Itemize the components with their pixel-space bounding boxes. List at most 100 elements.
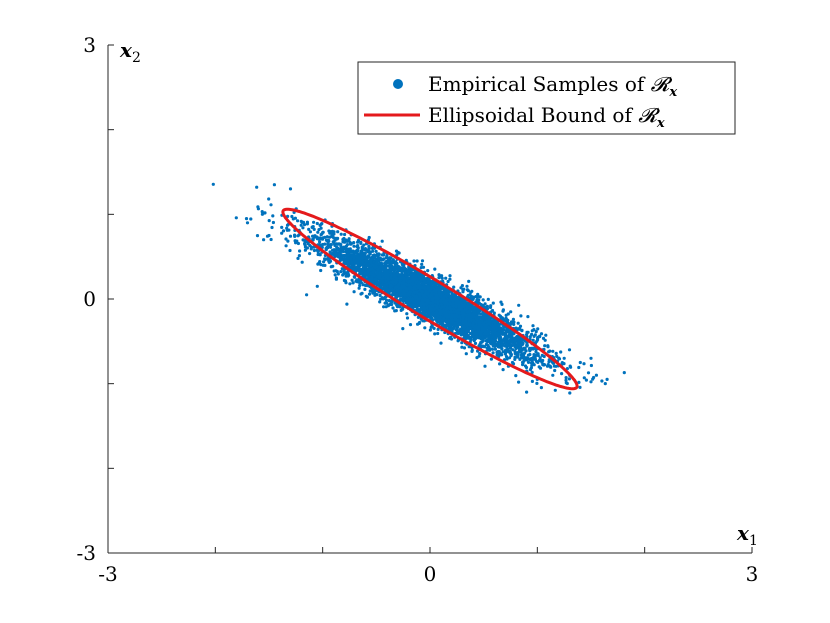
sample-point	[419, 277, 423, 282]
sample-point	[255, 234, 260, 238]
sample-point	[383, 263, 387, 267]
sample-point	[285, 228, 289, 232]
sample-point	[431, 301, 435, 305]
sample-point	[394, 309, 398, 313]
sample-point	[376, 256, 380, 260]
sample-point	[467, 319, 471, 323]
sample-point	[339, 232, 343, 236]
sample-point	[551, 349, 555, 353]
sample-point	[460, 341, 464, 345]
sample-point	[369, 259, 373, 263]
sample-point	[323, 263, 327, 267]
sample-point	[519, 314, 523, 318]
sample-point	[538, 356, 542, 360]
sample-point	[455, 313, 459, 317]
sample-point	[511, 348, 515, 352]
sample-point	[460, 345, 464, 349]
sample-point	[453, 293, 457, 297]
sample-point	[435, 318, 439, 323]
sample-point	[501, 309, 505, 313]
sample-point	[469, 290, 473, 294]
sample-point	[462, 331, 466, 335]
sample-point	[521, 363, 525, 367]
sample-point	[386, 276, 390, 280]
sample-point	[554, 351, 558, 355]
sample-point	[501, 342, 505, 347]
sample-point	[436, 327, 440, 331]
sample-point	[518, 357, 522, 361]
sample-point	[405, 312, 409, 316]
sample-point	[359, 253, 363, 257]
sample-point	[540, 360, 544, 364]
sample-point	[260, 210, 264, 214]
sample-point	[211, 182, 215, 186]
sample-point	[498, 362, 502, 366]
sample-point	[485, 343, 490, 347]
sample-point	[323, 258, 327, 262]
sample-point	[429, 283, 433, 287]
sample-point	[420, 290, 424, 294]
sample-point	[382, 253, 386, 257]
sample-point	[336, 230, 340, 234]
sample-point	[454, 328, 458, 332]
sample-point	[271, 214, 275, 218]
sample-point	[504, 342, 509, 346]
sample-point	[354, 258, 358, 263]
sample-point	[359, 263, 363, 267]
sample-point	[542, 354, 546, 359]
sample-point	[434, 282, 438, 286]
sample-point	[270, 225, 274, 230]
sample-point	[393, 301, 397, 305]
sample-point	[491, 344, 495, 348]
sample-point	[553, 388, 557, 392]
sample-point	[260, 212, 264, 216]
sample-point	[393, 263, 397, 267]
sample-point	[509, 310, 513, 314]
sample-point	[410, 267, 414, 271]
sample-point	[328, 235, 332, 239]
sample-point	[338, 257, 342, 261]
sample-point	[392, 267, 396, 271]
sample-point	[297, 254, 301, 258]
sample-point	[488, 321, 492, 325]
sample-point	[476, 301, 480, 305]
sample-point	[434, 313, 438, 317]
sample-point	[567, 377, 572, 381]
sample-point	[444, 276, 448, 280]
sample-point	[350, 260, 354, 264]
sample-point	[408, 290, 412, 294]
sample-point	[380, 263, 384, 267]
sample-point	[403, 285, 407, 289]
sample-point	[342, 272, 346, 276]
sample-point	[486, 297, 490, 301]
sample-point	[298, 249, 302, 253]
sample-point	[398, 293, 402, 297]
sample-point	[447, 326, 451, 331]
sample-point	[488, 317, 492, 321]
sample-point	[392, 270, 396, 274]
sample-point	[526, 353, 531, 357]
sample-point	[447, 310, 451, 314]
sample-point	[560, 372, 564, 376]
sample-point	[544, 333, 548, 337]
sample-point	[328, 250, 332, 254]
sample-point	[319, 268, 323, 273]
sample-point	[505, 338, 509, 342]
sample-point	[445, 323, 449, 327]
sample-point	[426, 269, 430, 273]
sample-point	[506, 318, 510, 322]
sample-point	[439, 299, 443, 303]
sample-point	[388, 285, 392, 289]
sample-point	[433, 267, 437, 271]
sample-point	[305, 222, 309, 226]
sample-point	[400, 298, 404, 302]
sample-point	[477, 309, 481, 313]
sample-point	[383, 271, 387, 275]
sample-point	[381, 279, 385, 283]
sample-point	[524, 349, 528, 353]
sample-point	[336, 272, 340, 276]
sample-point	[501, 368, 505, 372]
sample-point	[430, 324, 434, 328]
sample-point	[296, 234, 300, 238]
sample-point	[345, 271, 349, 276]
